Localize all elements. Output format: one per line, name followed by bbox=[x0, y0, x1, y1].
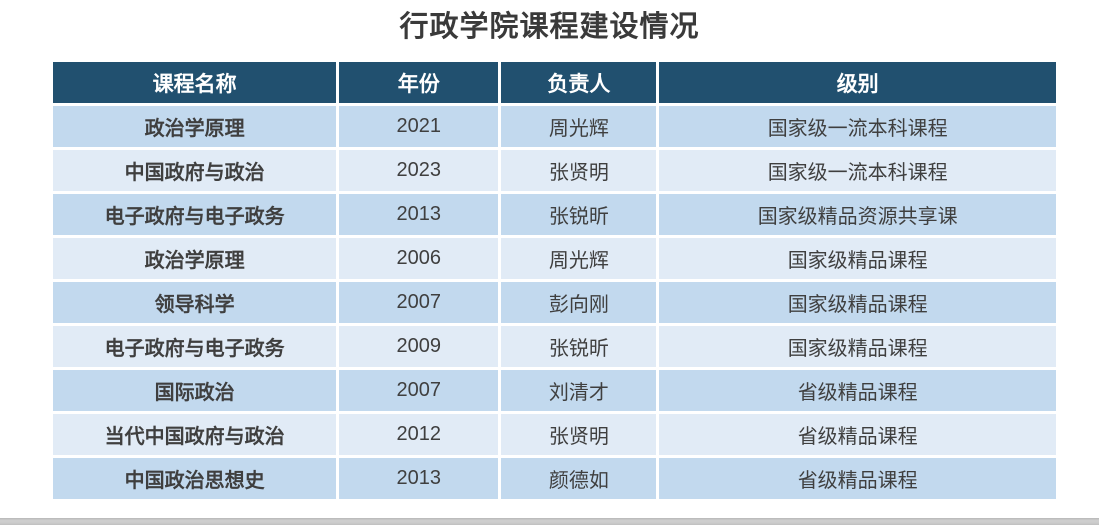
page-title: 行政学院课程建设情况 bbox=[399, 11, 700, 43]
table-row: 当代中国政府与政治 2012 张贤明 省级精品课程 bbox=[53, 414, 1056, 455]
table-row: 中国政治思想史 2013 颜德如 省级精品课程 bbox=[53, 458, 1056, 499]
cell-course-name: 当代中国政府与政治 bbox=[53, 414, 337, 455]
cell-leader: 周光辉 bbox=[501, 238, 657, 279]
col-header-level: 级别 bbox=[659, 62, 1056, 103]
cell-course-name: 政治学原理 bbox=[53, 238, 337, 279]
table-row: 政治学原理 2006 周光辉 国家级精品课程 bbox=[53, 238, 1056, 279]
cell-year: 2006 bbox=[339, 238, 499, 279]
cell-course-name: 中国政治思想史 bbox=[53, 458, 337, 499]
cell-level: 国家级精品课程 bbox=[659, 282, 1056, 323]
cell-level: 国家级精品资源共享课 bbox=[659, 194, 1056, 235]
table-row: 领导科学 2007 彭向刚 国家级精品课程 bbox=[53, 282, 1056, 323]
cell-course-name: 国际政治 bbox=[53, 370, 337, 411]
col-header-leader: 负责人 bbox=[501, 62, 657, 103]
cell-course-name: 领导科学 bbox=[53, 282, 337, 323]
cell-level: 国家级一流本科课程 bbox=[659, 150, 1056, 191]
table-row: 政治学原理 2021 周光辉 国家级一流本科课程 bbox=[53, 106, 1056, 147]
course-table: 课程名称 年份 负责人 级别 政治学原理 2021 周光辉 国家级一流本科课程 中国政府… bbox=[50, 59, 1059, 502]
cell-leader: 张贤明 bbox=[501, 150, 657, 191]
cell-course-name: 电子政府与电子政务 bbox=[53, 194, 337, 235]
cell-leader: 彭向刚 bbox=[501, 282, 657, 323]
cell-leader: 张贤明 bbox=[501, 414, 657, 455]
cell-leader: 张锐昕 bbox=[501, 326, 657, 367]
cell-year: 2007 bbox=[339, 370, 499, 411]
cell-leader: 刘清才 bbox=[501, 370, 657, 411]
table-row: 中国政府与政治 2023 张贤明 国家级一流本科课程 bbox=[53, 150, 1056, 191]
table-body: 政治学原理 2021 周光辉 国家级一流本科课程 中国政府与政治 2023 张贤明 国家级一流… bbox=[53, 106, 1056, 499]
col-header-year: 年份 bbox=[339, 62, 499, 103]
cell-year: 2013 bbox=[339, 194, 499, 235]
cell-level: 省级精品课程 bbox=[659, 370, 1056, 411]
table-row: 国际政治 2007 刘清才 省级精品课程 bbox=[53, 370, 1056, 411]
cell-year: 2007 bbox=[339, 282, 499, 323]
cell-year: 2013 bbox=[339, 458, 499, 499]
cell-course-name: 政治学原理 bbox=[53, 106, 337, 147]
table-header-row: 课程名称 年份 负责人 级别 bbox=[53, 62, 1056, 103]
cell-course-name: 电子政府与电子政务 bbox=[53, 326, 337, 367]
cell-year: 2023 bbox=[339, 150, 499, 191]
cell-leader: 张锐昕 bbox=[501, 194, 657, 235]
table-row: 电子政府与电子政务 2009 张锐昕 国家级精品课程 bbox=[53, 326, 1056, 367]
cell-year: 2021 bbox=[339, 106, 499, 147]
cell-level: 国家级精品课程 bbox=[659, 238, 1056, 279]
cell-leader: 颜德如 bbox=[501, 458, 657, 499]
col-header-course-name: 课程名称 bbox=[53, 62, 337, 103]
cell-level: 国家级精品课程 bbox=[659, 326, 1056, 367]
cell-leader: 周光辉 bbox=[501, 106, 657, 147]
cell-year: 2012 bbox=[339, 414, 499, 455]
cell-level: 国家级一流本科课程 bbox=[659, 106, 1056, 147]
bottom-divider bbox=[0, 518, 1099, 525]
cell-level: 省级精品课程 bbox=[659, 458, 1056, 499]
cell-level: 省级精品课程 bbox=[659, 414, 1056, 455]
cell-course-name: 中国政府与政治 bbox=[53, 150, 337, 191]
cell-year: 2009 bbox=[339, 326, 499, 367]
table-row: 电子政府与电子政务 2013 张锐昕 国家级精品资源共享课 bbox=[53, 194, 1056, 235]
